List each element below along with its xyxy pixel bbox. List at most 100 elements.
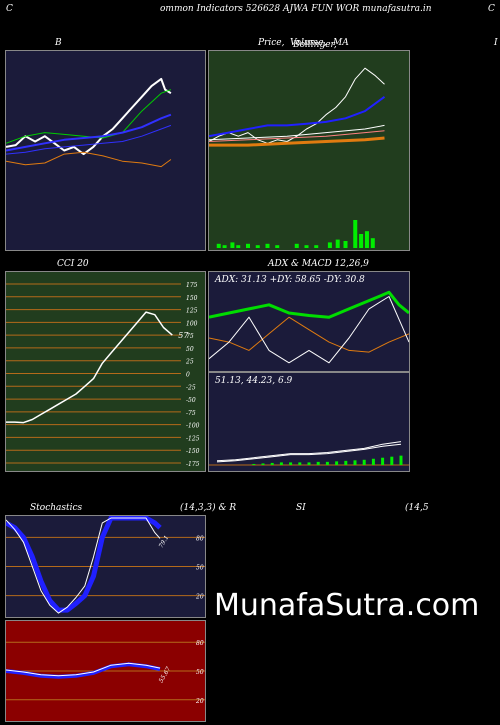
stochastics-tick-label: 50 xyxy=(196,565,204,572)
bollinger-panel xyxy=(5,50,206,251)
cci-tick-label: 25 xyxy=(185,359,194,366)
stochastics-value-label: 79.1 xyxy=(158,534,171,549)
macd-histogram-bar xyxy=(371,458,375,465)
rsi-rsi-white-line xyxy=(6,662,161,677)
macd-histogram-bar xyxy=(316,461,320,465)
cci-tick-label: -100 xyxy=(186,423,200,430)
price-title-left: Price, xyxy=(258,38,285,48)
rsi-tick-label: 50 xyxy=(196,669,204,676)
rsi-panel: 80 50 20 55.67 xyxy=(5,620,206,722)
stochastics-tick-label: 20 xyxy=(195,594,204,601)
bollinger-upper-band-line xyxy=(6,113,172,152)
macd-histogram-bar xyxy=(335,461,339,465)
cci-tick-label: 150 xyxy=(186,295,198,302)
volume-bar xyxy=(314,245,319,248)
macd-histogram-bar xyxy=(298,462,302,465)
cci-tick-label: 125 xyxy=(186,308,198,315)
header-left-letter: C xyxy=(6,4,13,14)
cci-panel: 175 150 125 100 75 50 25 0 -25 -50 -75 -100 -125 -150… xyxy=(5,271,206,472)
stochastics-panel: 80 50 20 79.1 xyxy=(5,515,206,618)
macd-histogram-bar xyxy=(252,463,256,465)
price-panel xyxy=(208,50,410,251)
stochastics-title: Stochastics xyxy=(30,503,83,513)
cci-value-label: 57 xyxy=(178,331,189,340)
volume-bar xyxy=(265,243,270,248)
price-blue-ma-line xyxy=(209,95,386,138)
cci-chart: 175 150 125 100 75 50 25 0 -25 -50 -75 -100 -125 -150… xyxy=(6,282,200,468)
volume-bar xyxy=(236,245,241,248)
macd-signal-line xyxy=(216,443,402,463)
rsi-tick-label: 80 xyxy=(196,640,204,647)
adx-panel: ADX: 31.13 +DY: 58.65 -DY: 30.8 xyxy=(208,271,410,372)
cci-line xyxy=(6,311,173,424)
volume-bar xyxy=(364,231,369,248)
cci-tick-label: -50 xyxy=(186,397,196,404)
bollinger-price-line xyxy=(6,77,172,156)
volume-bar xyxy=(343,241,348,248)
macd-histogram-bar xyxy=(362,459,366,465)
macd-histogram-bar xyxy=(344,460,348,465)
cci-tick-label: 175 xyxy=(186,282,198,289)
macd-histogram-bar xyxy=(307,462,311,465)
macd-histogram-bar xyxy=(353,460,357,465)
bollinger-lower-band-line xyxy=(6,151,172,168)
price-price-line xyxy=(209,67,385,144)
volume-bar xyxy=(216,243,221,248)
bollinger-ma-green-line xyxy=(6,89,172,144)
macd-histogram-bar xyxy=(399,455,403,465)
price-ma-thin-2-line xyxy=(209,130,385,142)
cci-tick-label: 100 xyxy=(186,320,198,327)
header-right-letter: C xyxy=(488,4,495,14)
volume-bar xyxy=(294,243,299,248)
volume-bar xyxy=(275,245,280,248)
macd-histogram-bar xyxy=(270,462,274,465)
stochastics-%K-line xyxy=(6,517,161,614)
volume-bar xyxy=(222,245,227,248)
price-chart xyxy=(209,67,386,248)
adx-+dy-line xyxy=(209,296,409,364)
volume-bar xyxy=(327,242,332,248)
macd-histogram-bar xyxy=(261,463,265,465)
stochastics-%D-line xyxy=(6,516,162,613)
price-title-right: MA xyxy=(333,38,349,48)
cci-tick-label: -150 xyxy=(186,448,200,455)
adx--dy-line xyxy=(209,316,409,353)
adx-macd-title: ADX & MACD 12,26,9 xyxy=(268,259,369,269)
volume-bar xyxy=(255,245,260,248)
stochastics-params: (14,3,3) & R xyxy=(180,503,237,513)
rsi-tick-label: 20 xyxy=(195,698,204,705)
adx-chart xyxy=(209,290,409,364)
cci-tick-label: 75 xyxy=(186,333,194,340)
cci-tick-label: 50 xyxy=(186,346,194,353)
rsi-title: SI xyxy=(296,503,306,513)
macd-histogram-bar xyxy=(381,457,385,465)
volume-bar xyxy=(370,238,375,248)
macd-histogram-bar xyxy=(279,462,283,465)
cci-tick-label: 0 xyxy=(186,372,190,379)
volume-bar xyxy=(230,242,235,248)
stochastics-tick-label: 80 xyxy=(196,535,204,542)
volume-bar xyxy=(335,239,340,248)
price-title-overlap-b: Bollinger, xyxy=(293,40,337,50)
volume-bar xyxy=(246,243,250,248)
page-title: ommon Indicators 526628 AJWA FUN WOR mun… xyxy=(160,4,432,14)
cci-tick-label: -175 xyxy=(186,461,200,468)
price-ma-thin-1-line xyxy=(209,124,385,141)
volume-bar xyxy=(359,234,364,248)
watermark: MunafaSutra.com xyxy=(214,588,480,623)
price-ma-orange-line xyxy=(209,136,385,147)
macd-histogram-bar xyxy=(325,461,329,465)
volume-bar xyxy=(304,245,309,248)
macd-macd-line xyxy=(216,441,402,462)
macd-summary: 51.13, 44.23, 6.9 xyxy=(215,376,293,386)
bollinger-middle-band-line xyxy=(6,124,172,155)
volume-bar xyxy=(353,220,358,248)
rsi-rsi-line xyxy=(6,662,161,679)
adx-adx-line xyxy=(209,290,409,319)
rsi-params: (14,5 xyxy=(405,503,429,513)
cci-tick-label: -75 xyxy=(186,410,196,417)
price-title-overlap-a: Volume, xyxy=(290,38,327,48)
right-cut-label: I xyxy=(494,38,498,48)
macd-histogram-bar xyxy=(289,462,293,465)
